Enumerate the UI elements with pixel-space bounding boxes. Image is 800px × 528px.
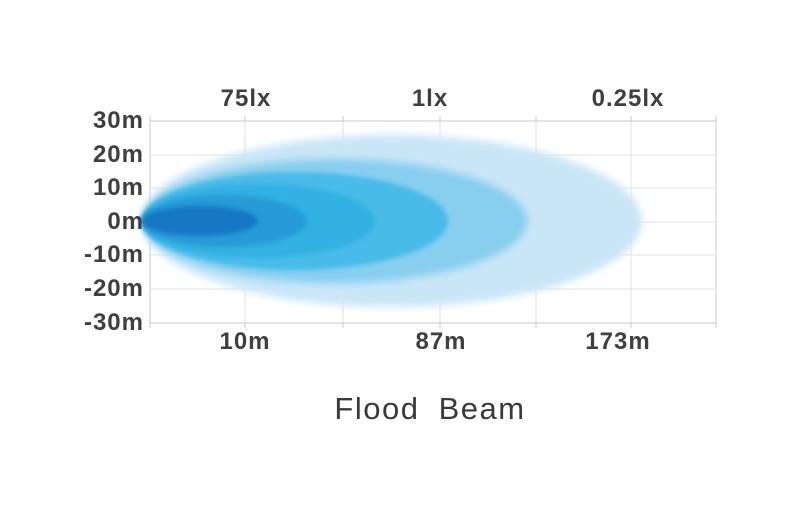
top-axis-label: 0.25lx (591, 85, 665, 112)
y-axis-label: 10m (92, 174, 144, 201)
bottom-axis-label: 173m (585, 328, 651, 355)
y-axis-label: 0m (107, 208, 144, 235)
top-axis-label: 1lx (411, 85, 449, 112)
chart-title: Flood Beam (334, 391, 526, 426)
y-axis-label: -30m (83, 309, 144, 336)
y-axis-label: -20m (83, 275, 144, 302)
bottom-axis-label: 87m (415, 328, 467, 355)
y-axis-label: 30m (92, 107, 144, 134)
y-axis-label: -10m (83, 241, 144, 268)
top-axis-label: 75lx (220, 85, 272, 112)
bottom-axis-label: 10m (219, 328, 271, 355)
y-axis-label: 20m (92, 141, 144, 168)
